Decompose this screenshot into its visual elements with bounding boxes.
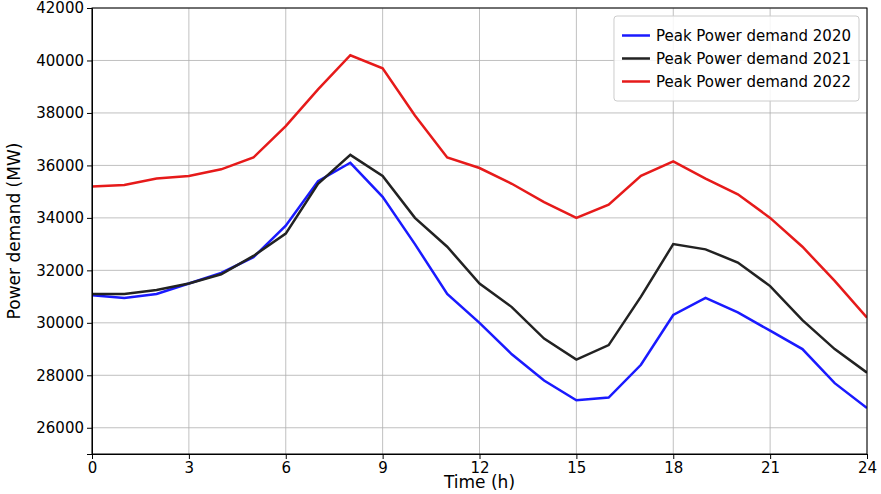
legend-key bbox=[622, 80, 650, 83]
x-axis-title: Time (h) bbox=[443, 472, 515, 492]
grid bbox=[92, 8, 867, 454]
plot: 0369121518212426000280003000032000340003… bbox=[36, 0, 877, 477]
x-tick-label: 6 bbox=[281, 459, 291, 477]
grid-line-y bbox=[92, 375, 867, 376]
y-tick-label: 40000 bbox=[36, 52, 84, 70]
y-tick-mark bbox=[87, 165, 92, 166]
y-tick-mark bbox=[87, 323, 92, 324]
y-tick: 36000 bbox=[36, 157, 92, 175]
series-line bbox=[92, 155, 867, 373]
x-tick-label: 3 bbox=[185, 459, 195, 477]
x-tick-label: 0 bbox=[88, 459, 98, 477]
y-tick: 32000 bbox=[36, 262, 92, 280]
y-tick-label: 26000 bbox=[36, 419, 84, 437]
y-tick-mark bbox=[87, 8, 92, 9]
y-tick-label: 28000 bbox=[36, 367, 84, 385]
y-tick: 38000 bbox=[36, 104, 92, 122]
grid-line-x bbox=[188, 8, 189, 454]
legend: Peak Power demand 2020 Peak Power demand … bbox=[614, 16, 859, 101]
legend-label: Peak Power demand 2020 bbox=[656, 27, 851, 45]
y-tick-label: 32000 bbox=[36, 262, 84, 280]
legend-item: Peak Power demand 2021 bbox=[622, 50, 851, 68]
x-tick: 15 bbox=[567, 454, 586, 477]
y-tick-mark bbox=[87, 60, 92, 61]
legend-box bbox=[614, 16, 859, 101]
x-tick: 18 bbox=[664, 454, 683, 477]
y-tick: 34000 bbox=[36, 209, 92, 227]
y-tick-mark bbox=[87, 113, 92, 114]
y-tick: 42000 bbox=[36, 0, 92, 17]
grid-line-y bbox=[92, 427, 867, 428]
y-axis-title: Power demand (MW) bbox=[4, 143, 24, 320]
y-tick-mark bbox=[87, 218, 92, 219]
grid-line-y bbox=[92, 165, 867, 166]
legend-item: Peak Power demand 2020 bbox=[622, 27, 851, 45]
y-axis: 26000 28000 30000 32000 34000 36000 38000 40000… bbox=[36, 0, 92, 455]
lines bbox=[92, 55, 867, 408]
x-tick-label: 21 bbox=[761, 459, 780, 477]
legend-key bbox=[622, 34, 650, 37]
y-tick-label: 38000 bbox=[36, 104, 84, 122]
x-tick-label: 18 bbox=[664, 459, 683, 477]
x-tick: 24 bbox=[858, 454, 877, 477]
x-tick: 21 bbox=[761, 454, 780, 477]
y-tick-mark bbox=[87, 270, 92, 271]
y-tick: 28000 bbox=[36, 367, 92, 385]
legend-label: Peak Power demand 2021 bbox=[656, 50, 851, 68]
y-tick-mark bbox=[87, 428, 92, 429]
y-tick-label: 42000 bbox=[36, 0, 84, 17]
grid-line-y bbox=[92, 217, 867, 218]
x-tick-label: 15 bbox=[567, 459, 586, 477]
x-tick: 9 bbox=[378, 454, 388, 477]
y-tick-label: 30000 bbox=[36, 314, 84, 332]
grid-line-x bbox=[576, 8, 577, 454]
y-tick: 26000 bbox=[36, 419, 92, 437]
y-tick-label: 36000 bbox=[36, 157, 84, 175]
y-tick: 30000 bbox=[36, 314, 92, 332]
grid-line-y bbox=[92, 112, 867, 113]
x-tick: 6 bbox=[281, 454, 291, 477]
legend-label: Peak Power demand 2022 bbox=[656, 73, 851, 91]
legend-key bbox=[622, 57, 650, 60]
legend-item: Peak Power demand 2022 bbox=[622, 73, 851, 91]
series-line bbox=[92, 163, 867, 408]
y-tick: 40000 bbox=[36, 52, 92, 70]
x-tick-label: 24 bbox=[858, 459, 877, 477]
y-tick-label: 34000 bbox=[36, 209, 84, 227]
grid-line-x bbox=[479, 8, 480, 454]
plot-frame bbox=[92, 8, 867, 454]
grid-line-x bbox=[382, 8, 383, 454]
x-tick: 0 bbox=[88, 454, 98, 477]
chart: 0369121518212426000280003000032000340003… bbox=[0, 0, 881, 494]
y-tick-mark bbox=[87, 375, 92, 376]
x-tick-label: 9 bbox=[378, 459, 388, 477]
x-tick: 3 bbox=[185, 454, 195, 477]
